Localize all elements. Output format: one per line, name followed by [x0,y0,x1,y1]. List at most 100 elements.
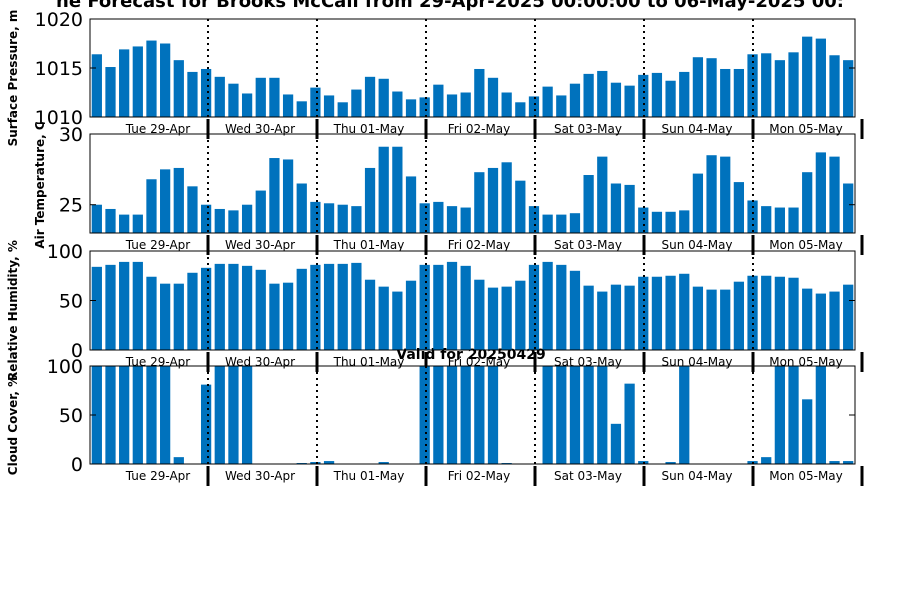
day-label: Thu 01-May [333,469,405,483]
bar [788,277,799,350]
bar [569,270,581,350]
y-tick-label: 25 [59,195,83,217]
day-label: Thu 01-May [333,355,405,369]
bar [241,265,253,350]
bar [556,264,567,350]
bar [761,457,772,464]
bar [829,461,840,464]
bar [132,214,143,233]
bar [474,68,485,117]
bar [474,279,485,350]
y-tick-label: 30 [59,124,83,146]
bar [392,146,403,233]
y-axis-label: Cloud Cover, % [6,375,20,475]
bar [692,173,704,233]
bar [296,268,307,350]
bar [323,95,335,117]
bar [720,156,731,233]
y-tick-label: 1015 [35,58,83,80]
bar [665,462,676,464]
bar [515,280,526,350]
day-label: Tue 29-Apr [125,122,190,136]
bar [651,72,663,117]
bar [119,261,130,350]
bar [214,208,225,233]
bar [200,68,212,117]
bar [173,283,184,350]
day-label: Wed 30-Apr [225,469,295,483]
bar [146,179,157,233]
bar [419,203,430,233]
bar [610,82,622,117]
bar [119,49,130,117]
valid-label: Valid for 20250429 [396,347,545,363]
bar [378,146,389,233]
bar [583,285,594,350]
chart-title: ne Forecast for Brooks McCall from 29-Ap… [56,0,844,12]
bar [829,55,840,117]
bar [119,214,130,233]
bar [269,158,280,233]
y-tick-label: 50 [59,405,83,427]
bar [378,78,389,117]
bar [378,286,389,350]
bar [105,264,116,350]
bar [487,167,499,233]
bar [228,263,239,350]
day-label: Tue 29-Apr [125,469,190,483]
day-label: Sat 03-May [554,238,622,252]
bar [774,60,785,117]
bar [515,180,526,233]
bar [802,399,813,464]
bar [405,176,417,233]
bar [282,94,294,117]
y-axis-label: Relative Humidity, % [6,240,20,381]
bar [460,366,471,464]
bar [487,287,499,350]
bar [720,68,731,117]
bar [200,384,212,464]
bar [241,204,253,233]
y-tick-label: 100 [47,241,83,263]
bar [501,162,512,233]
bar [91,204,102,233]
bar [405,99,417,117]
bar [610,423,622,464]
bar [419,97,430,117]
bar [433,366,444,464]
bar [638,207,649,233]
bar [829,291,840,350]
day-label: Tue 29-Apr [125,238,190,252]
bar [569,366,581,464]
bar [433,84,444,117]
bar [351,206,362,233]
bar [255,77,266,117]
bar [460,207,471,233]
y-axis-label: Surface Pressure, m [6,10,20,147]
y-tick-label: 100 [47,356,83,378]
bar [132,261,143,350]
bar [91,366,102,464]
bar [597,156,608,233]
bar [583,73,594,117]
bar [337,102,348,117]
bar [337,263,348,350]
bar [160,43,171,117]
bar [542,366,553,464]
bar [706,289,717,350]
bar [733,68,745,117]
y-tick-label: 50 [59,291,83,313]
panel-4: 0 50 100 Cloud Cover, % Tue 29-Apr Wed 30-Apr… [6,356,864,486]
bar [187,272,198,350]
bar [310,264,321,350]
day-label: Mon 05-May [769,469,843,483]
bar [528,264,540,350]
bar [610,183,622,233]
bar [692,57,704,117]
bar [788,207,799,233]
bar [720,289,731,350]
bar [364,167,376,233]
bar [706,155,717,233]
bar [843,183,854,233]
bar [528,206,540,233]
